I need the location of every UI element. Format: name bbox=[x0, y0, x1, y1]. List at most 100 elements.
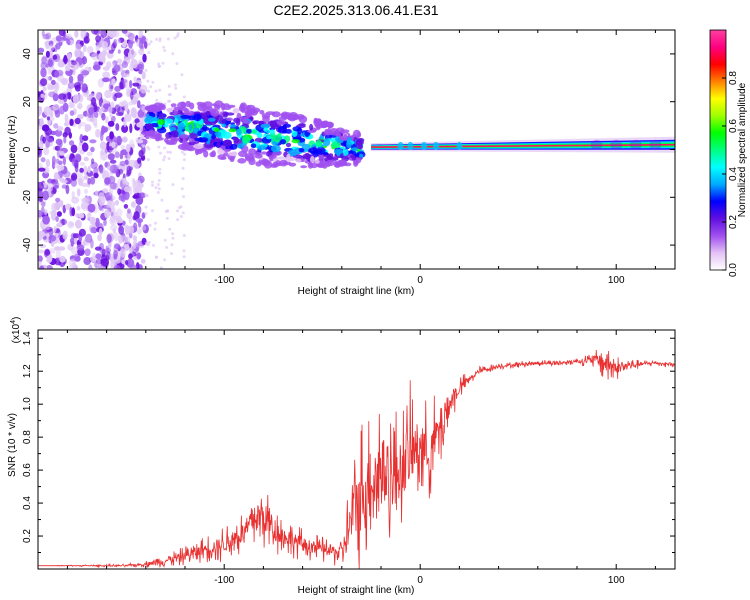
noise-cell bbox=[114, 92, 123, 98]
noise-cell bbox=[87, 165, 91, 174]
noise-cell bbox=[45, 158, 51, 168]
noise-cell bbox=[121, 259, 126, 265]
band-cell bbox=[285, 128, 292, 134]
noise-cell bbox=[174, 86, 178, 90]
noise-cell bbox=[86, 46, 94, 54]
noise-cell bbox=[74, 84, 81, 92]
noise-cell bbox=[88, 107, 95, 115]
noise-cell bbox=[176, 218, 180, 222]
noise-cell bbox=[132, 82, 140, 87]
noise-cell bbox=[101, 112, 106, 121]
colorbar-tick-label: 0.6 bbox=[728, 119, 739, 133]
band-cell bbox=[227, 152, 238, 156]
noise-cell bbox=[92, 64, 101, 71]
noise-cell bbox=[46, 116, 51, 121]
noise-cell bbox=[81, 83, 88, 93]
noise-cell bbox=[65, 184, 70, 195]
noise-cell bbox=[75, 219, 82, 229]
band-cell bbox=[193, 113, 202, 122]
noise-cell bbox=[38, 190, 44, 198]
noise-cell bbox=[118, 225, 125, 235]
noise-cell bbox=[115, 123, 120, 131]
noise-cell bbox=[67, 81, 75, 89]
band-cell bbox=[145, 123, 154, 131]
noise-cell bbox=[68, 258, 76, 266]
spectrogram-ytick-label: -40 bbox=[22, 237, 33, 252]
noise-cell bbox=[132, 179, 136, 190]
band-cell bbox=[193, 143, 204, 150]
noise-cell bbox=[141, 212, 146, 219]
noise-cell bbox=[58, 246, 66, 251]
noise-cell bbox=[107, 200, 112, 206]
noise-cell bbox=[69, 110, 75, 116]
noise-cell bbox=[59, 150, 65, 156]
noise-cell bbox=[122, 73, 131, 78]
noise-cell bbox=[124, 190, 130, 201]
noise-cell bbox=[142, 53, 147, 63]
band-cell bbox=[196, 101, 203, 106]
band-cell bbox=[333, 160, 338, 168]
noise-cell bbox=[110, 253, 114, 261]
noise-cell bbox=[147, 89, 150, 93]
band-cell bbox=[266, 136, 272, 140]
band-cell bbox=[315, 118, 322, 125]
noise-cell bbox=[65, 65, 71, 72]
noise-cell bbox=[151, 80, 155, 84]
noise-cell bbox=[146, 158, 150, 162]
noise-cell bbox=[56, 158, 60, 164]
noise-cell bbox=[45, 265, 53, 269]
noise-cell bbox=[91, 52, 99, 61]
noise-cell bbox=[127, 101, 134, 106]
noise-cell bbox=[166, 209, 170, 213]
noise-cell bbox=[94, 246, 102, 251]
noise-cell bbox=[48, 234, 57, 242]
colorbar: 0.0 0.2 0.4 0.6 0.8 Normalized spectral ampl… bbox=[709, 29, 748, 277]
noise-cell bbox=[140, 258, 146, 264]
colorbar-tick-label: 0.4 bbox=[728, 167, 739, 181]
noise-cell bbox=[93, 172, 99, 179]
noise-cell bbox=[98, 164, 104, 174]
noise-cell bbox=[99, 141, 107, 151]
band-cell bbox=[217, 149, 225, 155]
noise-cell bbox=[92, 252, 96, 261]
noise-cell bbox=[38, 140, 44, 150]
band-cell bbox=[288, 162, 297, 167]
snr-exponent: (x104) bbox=[10, 317, 22, 344]
band-cell bbox=[261, 159, 271, 167]
noise-cell bbox=[171, 236, 175, 240]
noise-cell bbox=[137, 228, 142, 235]
band-cell bbox=[280, 139, 286, 145]
noise-cell bbox=[140, 37, 146, 45]
noise-cell bbox=[123, 204, 129, 209]
noise-cell bbox=[165, 216, 169, 220]
noise-cell bbox=[69, 140, 75, 146]
band-cell bbox=[228, 128, 237, 133]
noise-cell bbox=[183, 152, 187, 156]
noise-cell bbox=[84, 124, 90, 133]
noise-cell bbox=[48, 44, 55, 52]
noise-cell bbox=[115, 257, 122, 264]
noise-cell bbox=[151, 183, 154, 187]
noise-cell bbox=[51, 202, 57, 212]
band-cell bbox=[235, 128, 242, 136]
noise-cell bbox=[148, 223, 152, 227]
band-cell bbox=[322, 138, 331, 147]
band-cell bbox=[276, 120, 286, 126]
band-cell bbox=[252, 121, 258, 125]
noise-cell bbox=[137, 63, 143, 70]
noise-cell bbox=[156, 183, 160, 186]
noise-cell bbox=[72, 94, 79, 104]
band-cell bbox=[295, 158, 302, 163]
noise-cell bbox=[83, 257, 91, 265]
band-cell bbox=[285, 142, 292, 148]
noise-cell bbox=[71, 60, 77, 66]
noise-cell bbox=[104, 89, 112, 99]
noise-cell bbox=[76, 188, 81, 197]
noise-cell bbox=[128, 253, 133, 260]
noise-cell bbox=[167, 157, 171, 161]
band-cell bbox=[292, 126, 302, 132]
snr-ytick-label: 1.0 bbox=[22, 397, 33, 411]
noise-cell bbox=[132, 235, 137, 241]
noise-cell bbox=[109, 159, 117, 164]
